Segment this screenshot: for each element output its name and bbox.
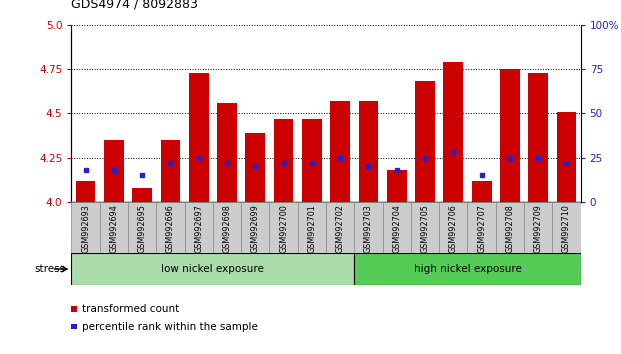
Text: GSM992707: GSM992707 <box>477 204 486 253</box>
Text: GSM992694: GSM992694 <box>109 204 119 253</box>
Text: GSM992700: GSM992700 <box>279 204 288 253</box>
FancyBboxPatch shape <box>270 202 297 253</box>
Text: low nickel exposure: low nickel exposure <box>161 264 265 274</box>
Text: GSM992699: GSM992699 <box>251 204 260 253</box>
FancyBboxPatch shape <box>71 253 355 285</box>
FancyBboxPatch shape <box>241 202 270 253</box>
Text: GSM992706: GSM992706 <box>449 204 458 253</box>
Text: GSM992708: GSM992708 <box>505 204 514 253</box>
Bar <box>528 73 548 202</box>
Text: GSM992695: GSM992695 <box>138 204 147 253</box>
FancyBboxPatch shape <box>552 202 581 253</box>
FancyBboxPatch shape <box>156 202 184 253</box>
FancyBboxPatch shape <box>496 202 524 253</box>
FancyBboxPatch shape <box>383 202 411 253</box>
Bar <box>274 119 294 202</box>
FancyBboxPatch shape <box>355 253 581 285</box>
Bar <box>160 140 180 202</box>
Text: GSM992709: GSM992709 <box>533 204 543 253</box>
FancyBboxPatch shape <box>213 202 241 253</box>
Bar <box>245 133 265 202</box>
Bar <box>76 181 96 202</box>
Bar <box>443 62 463 202</box>
Text: GSM992703: GSM992703 <box>364 204 373 253</box>
Bar <box>189 73 209 202</box>
Text: percentile rank within the sample: percentile rank within the sample <box>82 321 258 332</box>
Text: GSM992701: GSM992701 <box>307 204 316 253</box>
FancyBboxPatch shape <box>439 202 468 253</box>
Bar <box>217 103 237 202</box>
Bar <box>500 69 520 202</box>
FancyBboxPatch shape <box>468 202 496 253</box>
FancyBboxPatch shape <box>355 202 383 253</box>
Bar <box>387 170 407 202</box>
Bar <box>358 101 378 202</box>
Text: GSM992704: GSM992704 <box>392 204 401 253</box>
FancyBboxPatch shape <box>524 202 552 253</box>
Text: GSM992696: GSM992696 <box>166 204 175 253</box>
Text: GDS4974 / 8092883: GDS4974 / 8092883 <box>71 0 198 11</box>
Text: GSM992705: GSM992705 <box>420 204 430 253</box>
Bar <box>415 81 435 202</box>
Text: stress: stress <box>34 264 65 274</box>
FancyBboxPatch shape <box>100 202 128 253</box>
Text: transformed count: transformed count <box>82 304 179 314</box>
FancyBboxPatch shape <box>297 202 326 253</box>
Text: GSM992698: GSM992698 <box>222 204 232 253</box>
FancyBboxPatch shape <box>326 202 355 253</box>
Text: GSM992693: GSM992693 <box>81 204 90 253</box>
Bar <box>556 112 576 202</box>
Text: GSM992702: GSM992702 <box>336 204 345 253</box>
Bar <box>302 119 322 202</box>
Text: GSM992710: GSM992710 <box>562 204 571 253</box>
FancyBboxPatch shape <box>411 202 439 253</box>
FancyBboxPatch shape <box>71 202 100 253</box>
Bar <box>330 101 350 202</box>
Bar <box>472 181 491 202</box>
Text: high nickel exposure: high nickel exposure <box>414 264 522 274</box>
Bar <box>132 188 152 202</box>
FancyBboxPatch shape <box>184 202 213 253</box>
Bar <box>104 140 124 202</box>
FancyBboxPatch shape <box>128 202 156 253</box>
Text: GSM992697: GSM992697 <box>194 204 203 253</box>
